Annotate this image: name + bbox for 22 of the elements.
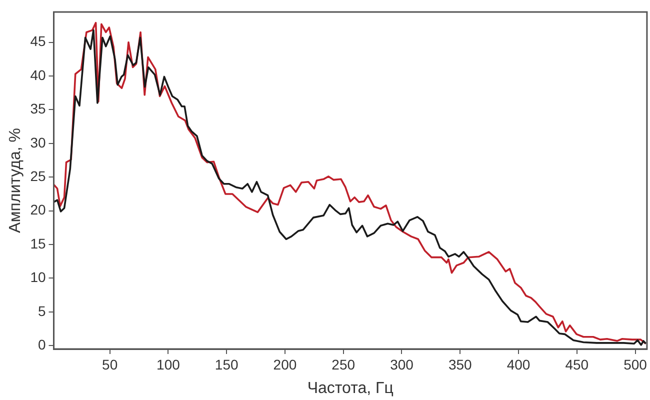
- x-tick-label: 250: [332, 356, 356, 372]
- y-tick-label: 10: [30, 269, 46, 286]
- x-tick-label: 300: [390, 356, 414, 372]
- y-tick-label: 40: [30, 66, 46, 83]
- x-axis-title: Частота, Гц: [307, 380, 394, 397]
- x-tick-label: 350: [448, 356, 472, 372]
- x-tick-label: 150: [214, 356, 238, 372]
- y-tick-label: 45: [30, 33, 46, 50]
- y-tick-label: 25: [30, 168, 46, 184]
- y-tick-label: 30: [30, 134, 46, 150]
- y-axis-title: Амплитуда, %: [7, 128, 24, 233]
- x-tick-label: 100: [156, 356, 180, 372]
- x-tick-label: 200: [273, 356, 297, 372]
- x-tick-label: 500: [624, 356, 648, 372]
- x-tick-label: 50: [102, 356, 118, 372]
- y-tick-label: 35: [30, 100, 46, 117]
- y-tick-label: 20: [30, 202, 46, 218]
- y-tick-label: 15: [30, 235, 46, 252]
- x-tick-label: 450: [565, 356, 589, 372]
- y-tick-label: 0: [38, 336, 46, 352]
- y-tick-label: 5: [38, 302, 46, 319]
- x-tick-label: 400: [506, 356, 530, 372]
